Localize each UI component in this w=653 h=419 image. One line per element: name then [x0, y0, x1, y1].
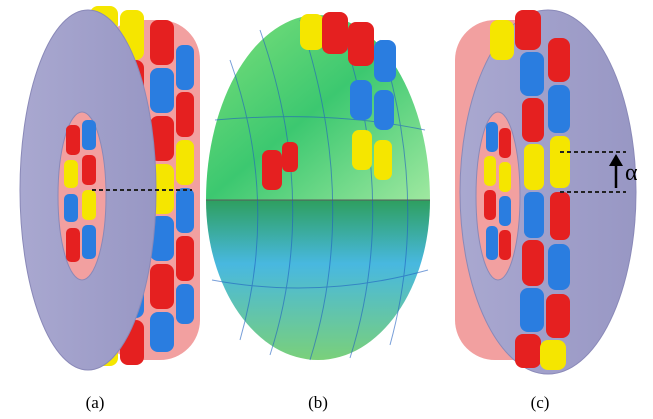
field-bottom — [206, 200, 430, 360]
panel-a: (a) — [20, 6, 200, 412]
panel-label: (b) — [308, 393, 328, 412]
panel-label: (c) — [531, 393, 550, 412]
panel-c: α (c) — [455, 10, 638, 412]
panel-b: (b) — [206, 12, 430, 412]
angle-label: α — [625, 160, 638, 186]
panel-label: (a) — [86, 393, 105, 412]
figure: (a) (b) — [0, 0, 653, 419]
